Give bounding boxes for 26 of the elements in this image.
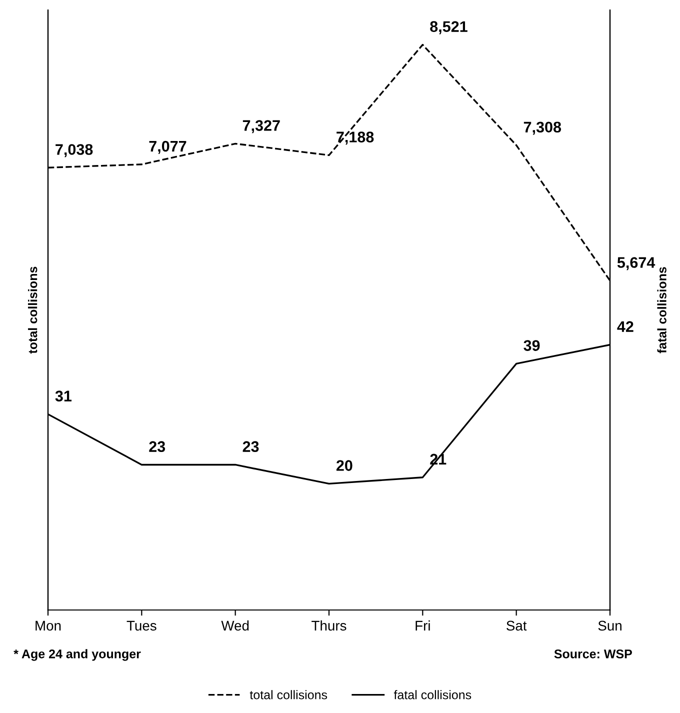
data-label: 7,308 bbox=[524, 122, 562, 135]
data-label: 42 bbox=[617, 321, 634, 332]
data-label: 23 bbox=[149, 441, 166, 452]
data-label: 39 bbox=[524, 340, 540, 351]
data-label: 31 bbox=[55, 390, 72, 402]
data-label: 5,674 bbox=[617, 257, 656, 270]
source-note: Source: WSP bbox=[554, 650, 632, 658]
legend-label: fatal collisions bbox=[394, 690, 472, 700]
x-tick-label: Sun bbox=[598, 620, 622, 631]
data-label: 7,077 bbox=[149, 140, 186, 154]
text: * Age 24 and younger bbox=[14, 649, 141, 661]
x-tick-label: Wed bbox=[221, 620, 249, 631]
data-label: 7,038 bbox=[56, 144, 93, 158]
data-label: 8,521 bbox=[430, 21, 468, 34]
data-label: 7,327 bbox=[242, 120, 280, 134]
x-tick-label: Tues bbox=[126, 620, 156, 631]
x-tick-label: Thurs bbox=[312, 620, 346, 631]
data-label: 20 bbox=[336, 460, 352, 471]
x-tick-label: Fri bbox=[416, 620, 430, 630]
y-axis-title: total collisions bbox=[28, 266, 38, 354]
y2-axis-title: fatal collisions bbox=[657, 267, 666, 354]
x-tick-label: Sat bbox=[506, 620, 527, 631]
data-label: 23 bbox=[242, 441, 259, 452]
data-label: 7,188 bbox=[336, 132, 374, 145]
x-tick-label: Mon bbox=[36, 620, 61, 631]
legend-label: total collisions bbox=[250, 690, 328, 700]
